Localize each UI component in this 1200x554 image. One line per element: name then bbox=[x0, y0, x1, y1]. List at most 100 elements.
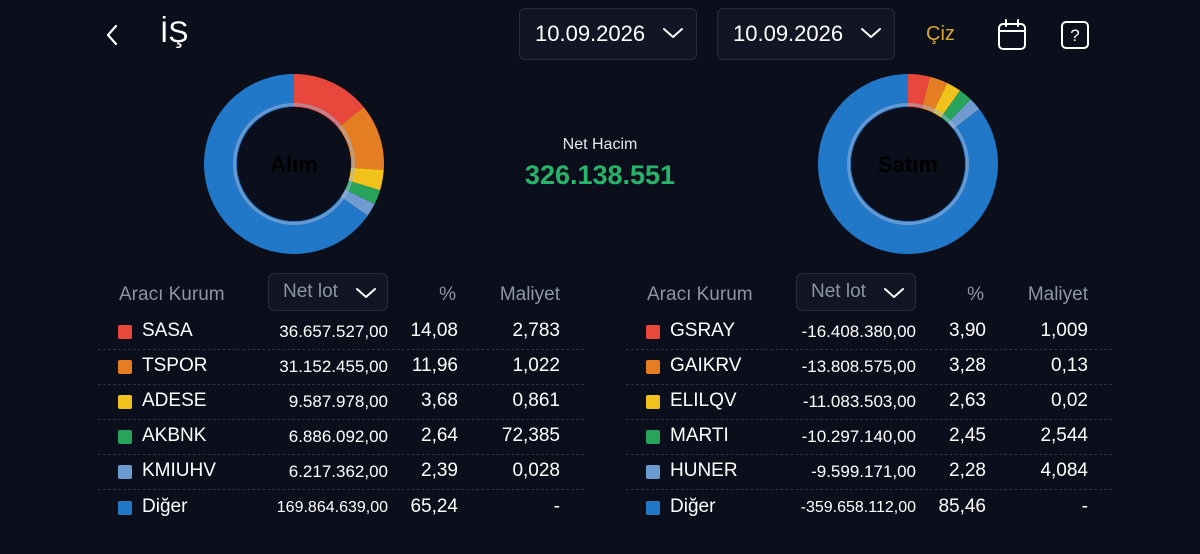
cost-value: 4,084 bbox=[1040, 460, 1088, 481]
broker-name: KMIUHV bbox=[142, 460, 216, 481]
donut-slice-marti bbox=[940, 90, 971, 124]
donut-inner-ring bbox=[233, 103, 355, 225]
cost-value: 1,022 bbox=[512, 355, 560, 376]
help-button[interactable]: ? bbox=[1059, 18, 1091, 52]
legend-swatch bbox=[646, 430, 660, 444]
cost-value: 2,783 bbox=[512, 320, 560, 341]
buy-table-row[interactable]: KMIUHV 6.217.362,00 2,39 0,028 bbox=[98, 454, 584, 490]
legend-swatch bbox=[118, 325, 132, 339]
donut-slice-akbnk bbox=[345, 180, 381, 205]
pct-value: 85,46 bbox=[938, 496, 986, 517]
net-lot-value: -13.808.575,00 bbox=[801, 357, 916, 376]
chevron-down-icon bbox=[663, 28, 683, 38]
net-lot-value: -9.599.171,00 bbox=[811, 462, 916, 481]
donut-slice-elilqv bbox=[932, 83, 961, 118]
sell-table-row[interactable]: MARTI -10.297.140,00 2,45 2,544 bbox=[626, 419, 1112, 455]
donut-slice-adese bbox=[348, 167, 384, 191]
buy-broker-header: Aracı Kurum bbox=[119, 284, 225, 305]
buy-pct-header: % bbox=[439, 284, 456, 305]
net-lot-value: 31.152.455,00 bbox=[279, 357, 388, 376]
legend-swatch bbox=[646, 360, 660, 374]
draw-button[interactable]: Çiz bbox=[926, 23, 955, 45]
cost-value: 2,544 bbox=[1040, 425, 1088, 446]
pct-value: 2,64 bbox=[421, 425, 458, 446]
sell-table-row[interactable]: GSRAY -16.408.380,00 3,90 1,009 bbox=[626, 314, 1112, 350]
net-lot-value: -16.408.380,00 bbox=[801, 322, 916, 341]
cost-value: 0,028 bbox=[512, 460, 560, 481]
buy-lot-select-label: Net lot bbox=[283, 281, 338, 302]
buy-cost-header: Maliyet bbox=[499, 284, 560, 305]
page-title: İŞ bbox=[160, 16, 189, 49]
legend-swatch bbox=[646, 395, 660, 409]
end-date-select[interactable]: 10.09.2026 bbox=[717, 8, 895, 60]
pct-value: 3,28 bbox=[949, 355, 986, 376]
net-lot-value: 6.886.092,00 bbox=[288, 427, 388, 446]
cost-value: 0,02 bbox=[1051, 390, 1088, 411]
sell-cost-header: Maliyet bbox=[1027, 284, 1088, 305]
cost-value: - bbox=[553, 496, 560, 517]
end-date-value: 10.09.2026 bbox=[733, 21, 844, 46]
broker-name: ADESE bbox=[142, 390, 207, 411]
pct-value: 2,63 bbox=[949, 390, 986, 411]
net-lot-value: -359.658.112,00 bbox=[800, 499, 916, 516]
buy-table-row[interactable]: ADESE 9.587.978,00 3,68 0,861 bbox=[98, 384, 584, 420]
broker-name: HUNER bbox=[670, 460, 738, 481]
legend-swatch bbox=[646, 501, 660, 515]
sell-broker-header: Aracı Kurum bbox=[647, 284, 753, 305]
pct-value: 2,28 bbox=[949, 460, 986, 481]
back-button[interactable] bbox=[96, 18, 128, 52]
pct-value: 11,96 bbox=[411, 355, 458, 376]
net-lot-value: 9.587.978,00 bbox=[288, 392, 388, 411]
net-lot-value: -10.297.140,00 bbox=[801, 427, 916, 446]
pct-value: 3,90 bbox=[949, 320, 986, 341]
legend-swatch bbox=[646, 325, 660, 339]
sell-lot-select[interactable]: Net lot bbox=[796, 273, 916, 311]
chevron-down-icon bbox=[356, 288, 376, 298]
buy-lot-select[interactable]: Net lot bbox=[268, 273, 388, 311]
cost-value: 0,13 bbox=[1051, 355, 1088, 376]
legend-swatch bbox=[118, 395, 132, 409]
donut-slice-tspor bbox=[338, 106, 384, 170]
pct-value: 65,24 bbox=[410, 496, 458, 517]
sell-pct-header: % bbox=[967, 284, 984, 305]
help-icon: ? bbox=[1061, 21, 1089, 49]
cost-value: 1,009 bbox=[1040, 320, 1088, 341]
legend-swatch bbox=[118, 501, 132, 515]
legend-swatch bbox=[646, 465, 660, 479]
broker-name: TSPOR bbox=[142, 355, 208, 376]
start-date-select[interactable]: 10.09.2026 bbox=[519, 8, 697, 60]
sell-table-row[interactable]: ELILQV -11.083.503,00 2,63 0,02 bbox=[626, 384, 1112, 420]
sell-donut-label: Satım bbox=[878, 152, 938, 177]
broker-name: Diğer bbox=[142, 496, 188, 517]
sell-table-row[interactable]: Diğer -359.658.112,00 85,46 - bbox=[626, 490, 1112, 525]
donut-inner-ring bbox=[847, 103, 969, 225]
buy-donut-label: Alım bbox=[270, 152, 318, 177]
back-chevron-icon bbox=[106, 24, 118, 46]
buy-donut-chart: Alım bbox=[204, 74, 384, 254]
start-date-value: 10.09.2026 bbox=[535, 21, 646, 46]
chevron-down-icon bbox=[861, 28, 881, 38]
sell-table-row[interactable]: HUNER -9.599.171,00 2,28 4,084 bbox=[626, 454, 1112, 490]
legend-swatch bbox=[118, 465, 132, 479]
donut-slice-gsray bbox=[908, 74, 930, 109]
buy-table-row[interactable]: TSPOR 31.152.455,00 11,96 1,022 bbox=[98, 349, 584, 385]
legend-swatch bbox=[118, 360, 132, 374]
donut-hole bbox=[851, 107, 965, 221]
donut-slice-kmiuhv bbox=[340, 189, 375, 216]
buy-table-row[interactable]: AKBNK 6.886.092,00 2,64 72,385 bbox=[98, 419, 584, 455]
sell-table-row[interactable]: GAIKRV -13.808.575,00 3,28 0,13 bbox=[626, 349, 1112, 385]
broker-name: ELILQV bbox=[670, 390, 737, 411]
pct-value: 2,39 bbox=[421, 460, 458, 481]
donut-slice-sasa bbox=[294, 74, 364, 128]
donut-hole bbox=[237, 107, 351, 221]
broker-name: GAIKRV bbox=[670, 355, 742, 376]
net-lot-value: 36.657.527,00 bbox=[279, 322, 388, 341]
buy-table-row[interactable]: Diğer 169.864.639,00 65,24 - bbox=[98, 490, 584, 525]
cost-value: 0,861 bbox=[512, 390, 560, 411]
donut-slice-diğer bbox=[818, 74, 998, 254]
calendar-button[interactable] bbox=[996, 18, 1028, 52]
pct-value: 14,08 bbox=[410, 320, 458, 341]
net-lot-value: -11.083.503,00 bbox=[802, 392, 916, 411]
buy-table-row[interactable]: SASA 36.657.527,00 14,08 2,783 bbox=[98, 314, 584, 350]
net-volume-label: Net Hacim bbox=[562, 136, 638, 153]
